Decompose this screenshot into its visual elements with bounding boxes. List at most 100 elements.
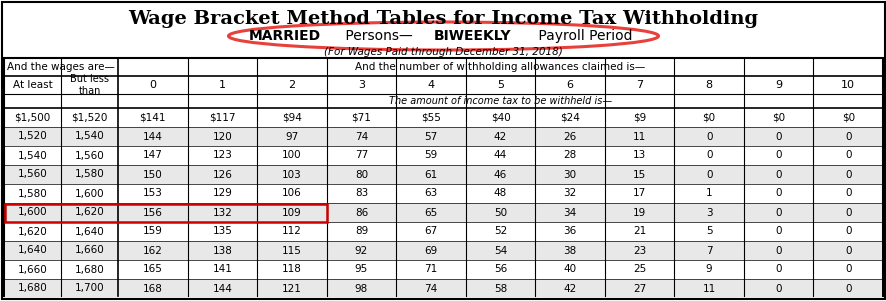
Text: 59: 59 bbox=[424, 150, 437, 160]
Text: 144: 144 bbox=[143, 132, 162, 141]
Text: 30: 30 bbox=[563, 169, 576, 179]
Text: 11: 11 bbox=[702, 284, 715, 293]
Bar bbox=[5, 279, 881, 298]
Text: 0: 0 bbox=[774, 284, 781, 293]
Bar bbox=[5, 241, 881, 260]
Text: 1,560: 1,560 bbox=[74, 150, 105, 160]
Text: 83: 83 bbox=[354, 188, 368, 198]
Text: MARRIED Persons—BIWEEKLY Payroll Period: MARRIED Persons—BIWEEKLY Payroll Period bbox=[0, 300, 1, 301]
Text: 0: 0 bbox=[705, 150, 711, 160]
Text: 1,540: 1,540 bbox=[74, 132, 105, 141]
Text: 3: 3 bbox=[358, 80, 364, 90]
Text: 80: 80 bbox=[354, 169, 368, 179]
Text: 0: 0 bbox=[844, 284, 851, 293]
Text: 58: 58 bbox=[494, 284, 507, 293]
Text: But less
than: But less than bbox=[70, 74, 109, 96]
Text: 1,660: 1,660 bbox=[18, 265, 47, 275]
Text: 0: 0 bbox=[774, 188, 781, 198]
Text: 3: 3 bbox=[705, 207, 711, 218]
Text: 150: 150 bbox=[143, 169, 162, 179]
Text: 123: 123 bbox=[212, 150, 232, 160]
Text: 118: 118 bbox=[282, 265, 301, 275]
Bar bbox=[4, 58, 882, 296]
Text: 65: 65 bbox=[424, 207, 437, 218]
Text: 121: 121 bbox=[282, 284, 301, 293]
Text: 98: 98 bbox=[354, 284, 368, 293]
Text: 54: 54 bbox=[494, 246, 507, 256]
Text: 7: 7 bbox=[635, 80, 642, 90]
Text: 1,620: 1,620 bbox=[18, 226, 47, 237]
Text: 42: 42 bbox=[494, 132, 507, 141]
Text: $0: $0 bbox=[702, 113, 715, 123]
Text: 153: 153 bbox=[143, 188, 162, 198]
Text: 0: 0 bbox=[149, 80, 156, 90]
Text: 0: 0 bbox=[844, 188, 851, 198]
Text: 27: 27 bbox=[633, 284, 646, 293]
Text: 34: 34 bbox=[563, 207, 576, 218]
Text: 0: 0 bbox=[705, 132, 711, 141]
Text: At least: At least bbox=[12, 80, 52, 90]
Text: MARRIED: MARRIED bbox=[248, 29, 320, 43]
Text: 61: 61 bbox=[424, 169, 437, 179]
Text: 162: 162 bbox=[143, 246, 162, 256]
Text: 40: 40 bbox=[563, 265, 576, 275]
Text: 9: 9 bbox=[705, 265, 711, 275]
Text: 0: 0 bbox=[774, 246, 781, 256]
Text: 0: 0 bbox=[844, 150, 851, 160]
Text: 1,620: 1,620 bbox=[74, 207, 105, 218]
Text: 42: 42 bbox=[563, 284, 576, 293]
Text: 1,540: 1,540 bbox=[18, 150, 47, 160]
Text: And the number of withholding allowances claimed is—: And the number of withholding allowances… bbox=[355, 62, 645, 72]
Text: $0: $0 bbox=[841, 113, 854, 123]
Text: 92: 92 bbox=[354, 246, 368, 256]
Text: 46: 46 bbox=[494, 169, 507, 179]
Text: 0: 0 bbox=[844, 169, 851, 179]
Text: 0: 0 bbox=[774, 150, 781, 160]
Bar bbox=[5, 127, 881, 146]
Text: 147: 147 bbox=[143, 150, 162, 160]
Text: 0: 0 bbox=[774, 169, 781, 179]
Text: 97: 97 bbox=[285, 132, 299, 141]
Text: 11: 11 bbox=[633, 132, 646, 141]
Text: 67: 67 bbox=[424, 226, 437, 237]
Text: 0: 0 bbox=[844, 132, 851, 141]
Text: 21: 21 bbox=[633, 226, 646, 237]
Text: 0: 0 bbox=[774, 265, 781, 275]
Text: 17: 17 bbox=[633, 188, 646, 198]
Bar bbox=[5, 203, 881, 222]
Text: 74: 74 bbox=[424, 284, 437, 293]
Text: Payroll Period: Payroll Period bbox=[533, 29, 632, 43]
Text: 156: 156 bbox=[143, 207, 162, 218]
Text: 115: 115 bbox=[282, 246, 301, 256]
Text: 57: 57 bbox=[424, 132, 437, 141]
Text: 0: 0 bbox=[844, 207, 851, 218]
Text: 77: 77 bbox=[354, 150, 368, 160]
Text: 19: 19 bbox=[633, 207, 646, 218]
Text: 1,580: 1,580 bbox=[74, 169, 105, 179]
Text: 135: 135 bbox=[212, 226, 232, 237]
Text: 1,600: 1,600 bbox=[74, 188, 105, 198]
Text: 132: 132 bbox=[212, 207, 232, 218]
Text: 1,640: 1,640 bbox=[74, 226, 105, 237]
Text: 1,520: 1,520 bbox=[18, 132, 47, 141]
Text: 1,700: 1,700 bbox=[74, 284, 105, 293]
Text: 9: 9 bbox=[774, 80, 781, 90]
Text: 106: 106 bbox=[282, 188, 301, 198]
Text: 32: 32 bbox=[563, 188, 576, 198]
Text: 120: 120 bbox=[213, 132, 232, 141]
Text: $0: $0 bbox=[771, 113, 784, 123]
Text: 0: 0 bbox=[774, 132, 781, 141]
Text: 25: 25 bbox=[633, 265, 646, 275]
Text: 0: 0 bbox=[844, 246, 851, 256]
Text: $55: $55 bbox=[421, 113, 440, 123]
Text: 168: 168 bbox=[143, 284, 162, 293]
Text: 56: 56 bbox=[494, 265, 507, 275]
Text: 100: 100 bbox=[282, 150, 301, 160]
Text: 5: 5 bbox=[496, 80, 503, 90]
Text: 1,660: 1,660 bbox=[74, 246, 105, 256]
Text: 0: 0 bbox=[844, 265, 851, 275]
Text: 1: 1 bbox=[705, 188, 711, 198]
Text: $24: $24 bbox=[559, 113, 579, 123]
Text: 38: 38 bbox=[563, 246, 576, 256]
Text: 0: 0 bbox=[774, 226, 781, 237]
